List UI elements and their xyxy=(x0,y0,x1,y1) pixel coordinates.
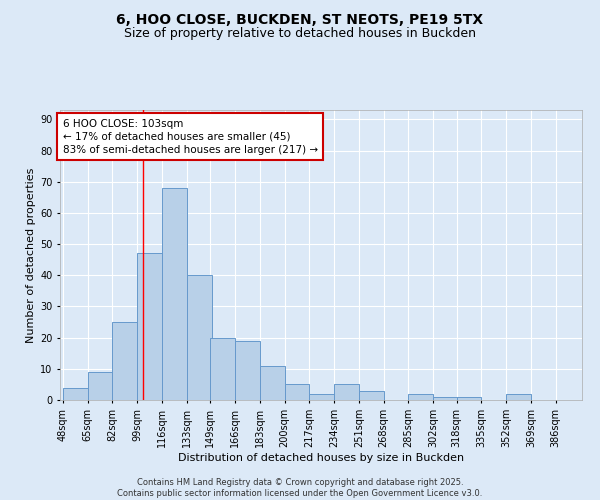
Bar xyxy=(187,276,212,400)
Bar xyxy=(210,338,235,400)
Y-axis label: Number of detached properties: Number of detached properties xyxy=(26,168,36,342)
X-axis label: Distribution of detached houses by size in Buckden: Distribution of detached houses by size … xyxy=(178,452,464,462)
Bar xyxy=(260,366,284,400)
Bar xyxy=(506,394,531,400)
Bar xyxy=(359,390,383,400)
Bar xyxy=(284,384,310,400)
Text: Contains HM Land Registry data © Crown copyright and database right 2025.
Contai: Contains HM Land Registry data © Crown c… xyxy=(118,478,482,498)
Bar xyxy=(137,254,162,400)
Bar xyxy=(162,188,187,400)
Bar xyxy=(310,394,334,400)
Bar xyxy=(88,372,112,400)
Bar xyxy=(112,322,137,400)
Bar xyxy=(334,384,359,400)
Bar xyxy=(235,341,260,400)
Bar xyxy=(409,394,433,400)
Bar xyxy=(433,397,458,400)
Bar xyxy=(63,388,88,400)
Bar xyxy=(457,397,481,400)
Text: 6, HOO CLOSE, BUCKDEN, ST NEOTS, PE19 5TX: 6, HOO CLOSE, BUCKDEN, ST NEOTS, PE19 5T… xyxy=(116,12,484,26)
Text: 6 HOO CLOSE: 103sqm
← 17% of detached houses are smaller (45)
83% of semi-detach: 6 HOO CLOSE: 103sqm ← 17% of detached ho… xyxy=(62,118,318,155)
Text: Size of property relative to detached houses in Buckden: Size of property relative to detached ho… xyxy=(124,28,476,40)
